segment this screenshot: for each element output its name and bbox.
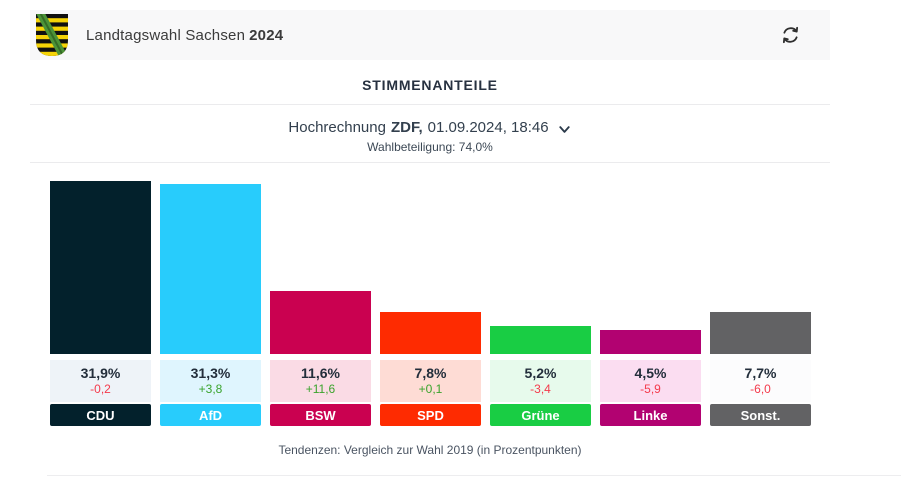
bottom-divider — [47, 475, 901, 476]
party-column: 5,2% -3,4 Grüne — [490, 180, 591, 426]
bar-cdu — [50, 180, 151, 354]
projection-datetime: 01.09.2024, 18:46 — [427, 119, 549, 136]
chart-columns: 31,9% -0,2 CDU 31,3% +3,8 AfD 11,6% +11,… — [50, 180, 811, 426]
page-title: STIMMENANTEILE — [362, 77, 498, 93]
app-title-text: Landtagswahl Sachsen — [86, 26, 246, 44]
bar-area — [490, 180, 591, 354]
chevron-down-icon — [558, 125, 570, 133]
app-title-year: 2024 — [249, 26, 284, 44]
party-label-cdu: CDU — [50, 404, 151, 426]
turnout-text: Wahlbeteiligung: 74,0% — [367, 140, 493, 154]
bar-spd — [380, 311, 481, 354]
party-label-afd: AfD — [160, 404, 261, 426]
projection-source: ZDF, — [390, 119, 423, 136]
result-box-bsw: 11,6% +11,6 — [270, 360, 371, 402]
party-label-bsw: BSW — [270, 404, 371, 426]
vote-share-value: 4,5% — [634, 365, 667, 381]
app-title: Landtagswahl Sachsen 2024 — [86, 27, 283, 44]
trend-value: -0,2 — [90, 382, 111, 396]
divider — [30, 104, 830, 105]
vote-share-value: 31,9% — [80, 365, 121, 381]
bar-area — [160, 180, 261, 354]
vote-share-value: 5,2% — [524, 365, 557, 381]
result-box-linke: 4,5% -5,9 — [600, 360, 701, 402]
party-column: 7,7% -6,0 Sonst. — [710, 180, 811, 426]
result-box-gruene: 5,2% -3,4 — [490, 360, 591, 402]
trend-value: -5,9 — [640, 382, 661, 396]
party-label-spd: SPD — [380, 404, 481, 426]
result-box-cdu: 31,9% -0,2 — [50, 360, 151, 402]
saxony-coat-of-arms-icon — [36, 14, 68, 56]
vote-share-value: 31,3% — [190, 365, 231, 381]
bar-sonst — [710, 312, 811, 354]
vote-share-value: 7,7% — [744, 365, 777, 381]
party-column: 4,5% -5,9 Linke — [600, 180, 701, 426]
projection-prefix: Hochrechnung — [288, 119, 386, 136]
party-column: 7,8% +0,1 SPD — [380, 180, 481, 426]
party-column: 31,3% +3,8 AfD — [160, 180, 261, 426]
divider — [30, 162, 830, 163]
vote-share-value: 7,8% — [414, 365, 447, 381]
result-box-sonst: 7,7% -6,0 — [710, 360, 811, 402]
trend-value: -3,4 — [530, 382, 551, 396]
header-bar: Landtagswahl Sachsen 2024 — [30, 10, 830, 60]
result-box-spd: 7,8% +0,1 — [380, 360, 481, 402]
projection-selector[interactable]: Hochrechnung ZDF, 01.09.2024, 18:46 — [30, 119, 830, 137]
party-column: 31,9% -0,2 CDU — [50, 180, 151, 426]
result-box-afd: 31,3% +3,8 — [160, 360, 261, 402]
party-label-sonst: Sonst. — [710, 404, 811, 426]
bar-area — [380, 180, 481, 354]
bar-gruene — [490, 325, 591, 354]
bar-afd — [160, 183, 261, 354]
refresh-button[interactable] — [777, 22, 804, 49]
vote-share-value: 11,6% — [301, 365, 340, 381]
page-content: Landtagswahl Sachsen 2024 STIMMENANTEILE … — [30, 10, 830, 457]
trend-value: -6,0 — [750, 382, 771, 396]
party-column: 11,6% +11,6 BSW — [270, 180, 371, 426]
chart-footnote: Tendenzen: Vergleich zur Wahl 2019 (in P… — [278, 443, 582, 457]
bar-linke — [600, 329, 701, 354]
refresh-icon — [782, 26, 799, 44]
bar-area — [600, 180, 701, 354]
bar-area — [50, 180, 151, 354]
bar-area — [710, 180, 811, 354]
trend-value: +3,8 — [198, 382, 223, 396]
bar-area — [270, 180, 371, 354]
party-label-linke: Linke — [600, 404, 701, 426]
trend-value: +11,6 — [305, 382, 336, 396]
trend-value: +0,1 — [418, 382, 443, 396]
bar-bsw — [270, 290, 371, 354]
party-label-gruene: Grüne — [490, 404, 591, 426]
